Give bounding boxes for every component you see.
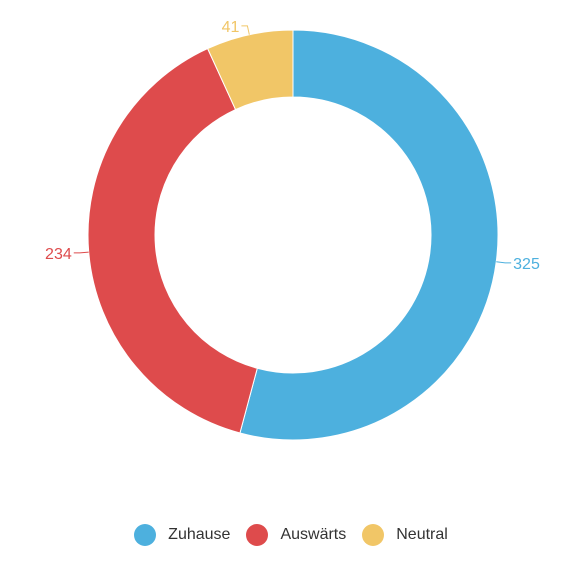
legend-label-auswaerts: Auswärts — [280, 526, 347, 543]
data-labels-group: 325 234 41 — [45, 19, 540, 273]
slice-auswaerts[interactable] — [87, 47, 258, 434]
legend-label-neutral: Neutral — [396, 526, 448, 543]
leader-lines-group — [73, 25, 512, 264]
legend-swatch-neutral — [362, 524, 385, 546]
leader-line-zuhause — [496, 261, 512, 264]
slices-group — [87, 29, 499, 441]
legend: Zuhause Auswärts Neutral — [0, 520, 582, 550]
legend-swatch-auswaerts — [246, 524, 269, 546]
data-label-auswaerts: 234 — [45, 246, 72, 263]
legend-item-zuhause[interactable]: Zuhause — [134, 524, 230, 546]
slice-zuhause[interactable] — [239, 29, 499, 441]
data-label-zuhause: 325 — [513, 256, 540, 273]
donut-chart-svg: 325 234 41 — [45, 19, 540, 441]
slice-neutral[interactable] — [206, 29, 294, 111]
legend-item-neutral[interactable]: Neutral — [362, 524, 448, 546]
legend-swatch-zuhause — [134, 524, 157, 546]
legend-item-auswaerts[interactable]: Auswärts — [246, 524, 346, 546]
data-label-neutral: 41 — [222, 19, 240, 36]
leader-line-neutral — [241, 25, 250, 35]
legend-label-zuhause: Zuhause — [168, 526, 231, 543]
leader-line-auswaerts — [73, 251, 89, 254]
